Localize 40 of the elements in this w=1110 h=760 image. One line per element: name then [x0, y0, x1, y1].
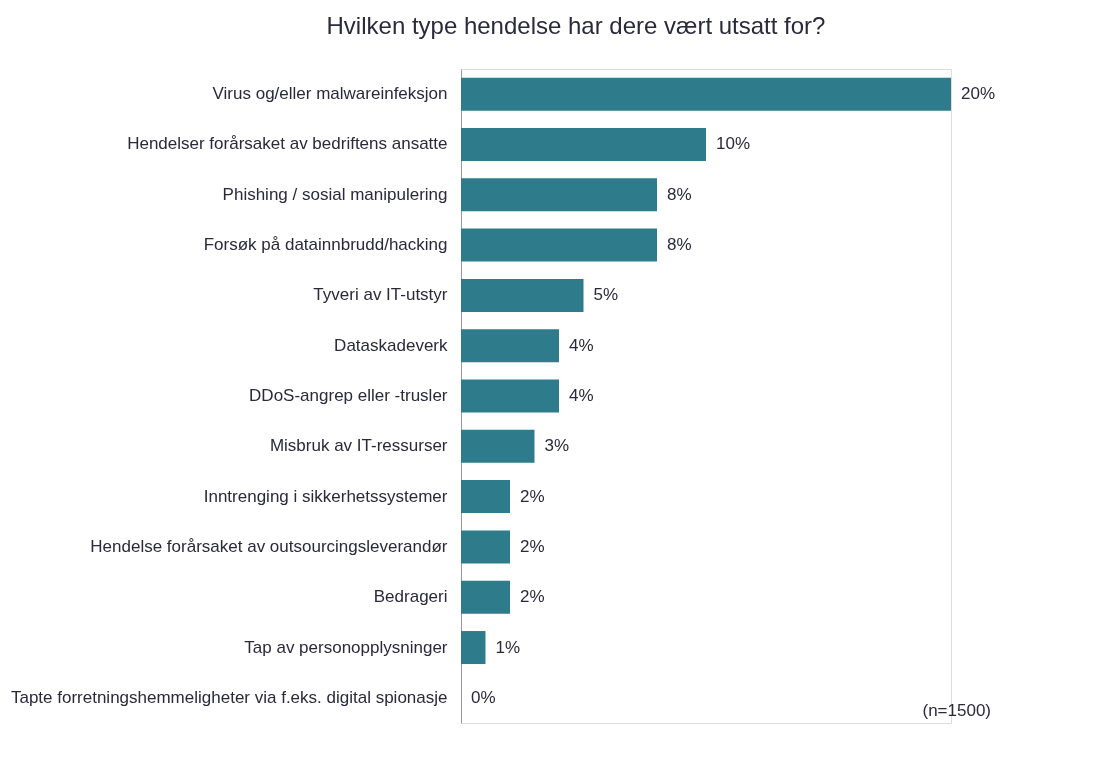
data-label: 2% — [520, 587, 545, 607]
y-tick-label: Tapte forretningshemmeligheter via f.eks. digital spionasje — [10, 687, 448, 707]
data-label: 4% — [569, 335, 594, 355]
bar — [461, 127, 706, 161]
y-tick-label: Misbruk av IT-ressurser — [269, 436, 448, 456]
y-tick-label: Bedrageri — [373, 587, 448, 607]
data-label: 8% — [667, 235, 692, 255]
y-tick-label: Inntrenging i sikkerhetssystemer — [203, 486, 448, 506]
bar — [461, 580, 510, 614]
bar — [461, 429, 535, 463]
data-label: 10% — [716, 134, 751, 154]
annotation: (n=1500) — [922, 701, 991, 720]
y-tick-label: DDoS-angrep eller -trusler — [249, 386, 448, 405]
y-tick-label: Hendelser forårsaket av bedriftens ansatte — [127, 134, 448, 154]
bar — [461, 77, 951, 111]
data-label: 2% — [520, 486, 545, 506]
data-label: 1% — [495, 637, 521, 657]
bar — [461, 278, 584, 312]
data-label: 8% — [667, 184, 692, 204]
bar — [461, 480, 510, 514]
y-tick-label: Forsøk på datainnbrudd/hacking — [203, 235, 448, 255]
data-label: 2% — [520, 536, 545, 556]
data-label: 0% — [471, 687, 496, 707]
bar — [461, 379, 559, 413]
bar — [461, 329, 559, 363]
data-label: 4% — [569, 386, 594, 405]
bar — [461, 530, 510, 564]
data-label: 3% — [544, 436, 570, 456]
chart-title: Hvilken type hendelse har dere vært utsatt for? — [326, 12, 826, 39]
bar — [461, 631, 486, 665]
data-label: 5% — [593, 285, 619, 305]
y-tick-label: Virus og/eller malwareinfeksjon — [212, 84, 448, 104]
y-tick-label: Dataskadeverk — [334, 335, 448, 355]
y-tick-label: Tyveri av IT-utstyr — [313, 285, 448, 305]
y-tick-label: Phishing / sosial manipulering — [222, 184, 448, 204]
bar — [461, 178, 657, 212]
data-label: 20% — [961, 84, 996, 104]
bar — [461, 228, 657, 262]
y-tick-label: Tap av personopplysninger — [244, 637, 448, 657]
y-tick-label: Hendelse forårsaket av outsourcingsleverandør — [90, 536, 448, 556]
